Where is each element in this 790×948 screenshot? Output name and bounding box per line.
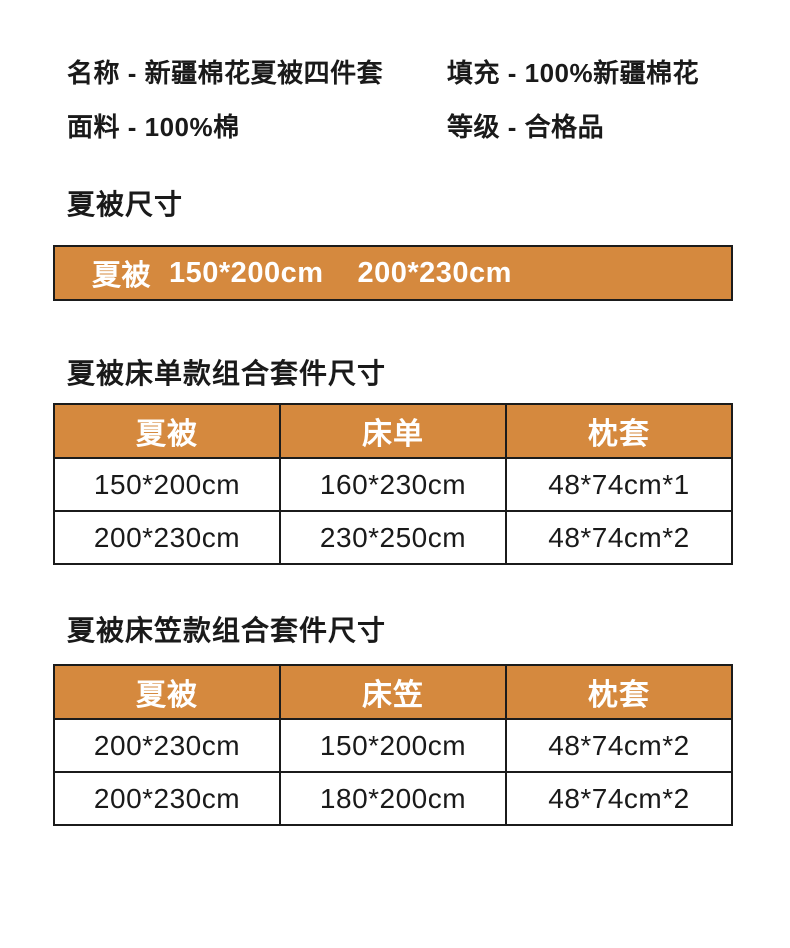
info-label: 等级 <box>447 112 501 142</box>
product-info-section: 名称 - 新疆棉花夏被四件套 填充 - 100%新疆棉花 面料 - 100%棉 … <box>67 58 733 142</box>
info-item-grade: 等级 - 合格品 <box>447 112 733 142</box>
info-value: 100%新疆棉花 <box>524 58 700 88</box>
fitted-combo-table: 夏被 床笠 枕套 200*230cm 150*200cm 48*74cm*2 2… <box>53 664 733 826</box>
cell-pillowcase-size: 48*74cm*2 <box>505 718 733 773</box>
quilt-size-heading: 夏被尺寸 <box>67 189 184 220</box>
info-label: 名称 <box>67 58 121 88</box>
info-label: 面料 <box>67 112 121 142</box>
column-header-fitted-sheet: 床笠 <box>279 664 507 720</box>
fitted-combo-heading: 夏被床笠款组合套件尺寸 <box>67 615 387 646</box>
info-separator: - <box>500 58 525 88</box>
cell-pillowcase-size: 48*74cm*2 <box>505 510 733 565</box>
info-item-filling: 填充 - 100%新疆棉花 <box>447 58 733 88</box>
table-row: 200*230cm 230*250cm 48*74cm*2 <box>53 510 733 565</box>
cell-fitted-sheet-size: 150*200cm <box>279 718 507 773</box>
cell-pillowcase-size: 48*74cm*1 <box>505 457 733 512</box>
table-row: 200*230cm 180*200cm 48*74cm*2 <box>53 771 733 826</box>
column-header-pillowcase: 枕套 <box>505 403 733 459</box>
cell-quilt-size: 200*230cm <box>53 771 281 826</box>
cell-quilt-size: 200*230cm <box>53 718 281 773</box>
info-value: 合格品 <box>524 112 605 142</box>
table-row: 150*200cm 160*230cm 48*74cm*1 <box>53 457 733 512</box>
quilt-size-value-1: 150*200cm <box>169 256 324 289</box>
info-label: 填充 <box>447 58 501 88</box>
table-row: 200*230cm 150*200cm 48*74cm*2 <box>53 718 733 773</box>
table-header-row: 夏被 床笠 枕套 <box>53 664 733 720</box>
info-value: 新疆棉花夏被四件套 <box>144 58 384 88</box>
cell-quilt-size: 150*200cm <box>53 457 281 512</box>
cell-sheet-size: 230*250cm <box>279 510 507 565</box>
table-header-row: 夏被 床单 枕套 <box>53 403 733 459</box>
sheet-combo-table: 夏被 床单 枕套 150*200cm 160*230cm 48*74cm*1 2… <box>53 403 733 565</box>
cell-sheet-size: 160*230cm <box>279 457 507 512</box>
info-item-fabric: 面料 - 100%棉 <box>67 112 447 142</box>
cell-quilt-size: 200*230cm <box>53 510 281 565</box>
info-separator: - <box>500 112 525 142</box>
column-header-quilt: 夏被 <box>53 403 281 459</box>
quilt-size-bar-label: 夏被 <box>92 260 152 292</box>
quilt-size-bar: 夏被 150*200cm 200*230cm <box>53 245 733 301</box>
cell-pillowcase-size: 48*74cm*2 <box>505 771 733 826</box>
info-item-name: 名称 - 新疆棉花夏被四件套 <box>67 58 447 88</box>
column-header-quilt: 夏被 <box>53 664 281 720</box>
info-separator: - <box>120 112 145 142</box>
quilt-size-value-2: 200*230cm <box>357 256 512 289</box>
cell-fitted-sheet-size: 180*200cm <box>279 771 507 826</box>
sheet-combo-heading: 夏被床单款组合套件尺寸 <box>67 358 387 389</box>
info-separator: - <box>120 58 145 88</box>
column-header-sheet: 床单 <box>279 403 507 459</box>
column-header-pillowcase: 枕套 <box>505 664 733 720</box>
info-value: 100%棉 <box>144 112 240 142</box>
